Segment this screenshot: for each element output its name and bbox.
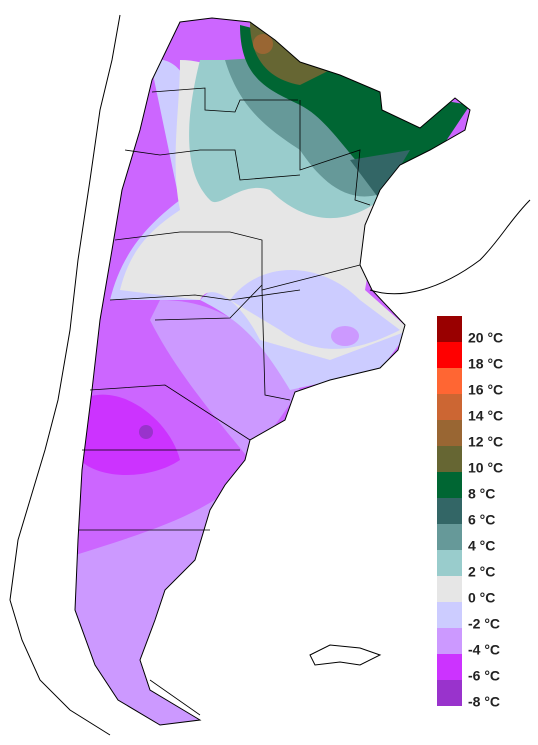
legend-label: 0 °C xyxy=(468,590,495,606)
legend-label: 6 °C xyxy=(468,512,495,528)
legend-swatch xyxy=(437,680,462,706)
legend-label: -6 °C xyxy=(468,668,500,684)
falkland-islands xyxy=(309,644,382,666)
legend-label: 8 °C xyxy=(468,486,495,502)
legend-swatch xyxy=(437,472,462,498)
legend-label: -4 °C xyxy=(468,642,500,658)
legend-label: 4 °C xyxy=(468,538,495,554)
legend-swatch xyxy=(437,654,462,680)
legend-swatch xyxy=(437,576,462,602)
legend-label: -2 °C xyxy=(468,616,500,632)
legend-label: 16 °C xyxy=(468,382,503,398)
chile-border xyxy=(9,14,121,736)
legend-swatch xyxy=(437,342,462,368)
legend-swatch xyxy=(437,368,462,394)
province-borders xyxy=(78,87,371,716)
legend-swatch xyxy=(437,498,462,524)
legend-label: 12 °C xyxy=(468,434,503,450)
legend: 20 °C 18 °C 16 °C 14 °C 12 °C 10 °C 8 °C 6 °C 4 … xyxy=(437,316,503,710)
uruguay-coast xyxy=(369,199,531,295)
legend-label: 14 °C xyxy=(468,408,503,424)
legend-label: 20 °C xyxy=(468,330,503,346)
legend-swatch xyxy=(437,446,462,472)
legend-label: -8 °C xyxy=(468,694,500,710)
legend-swatch xyxy=(437,628,462,654)
legend-swatch xyxy=(437,420,462,446)
legend-label: 10 °C xyxy=(468,460,503,476)
legend-swatch xyxy=(437,316,462,342)
country-outline xyxy=(74,17,471,726)
legend-swatch xyxy=(437,524,462,550)
legend-swatch xyxy=(437,550,462,576)
legend-swatch xyxy=(437,602,462,628)
legend-label: 2 °C xyxy=(468,564,495,580)
legend-label: 18 °C xyxy=(468,356,503,372)
legend-swatch xyxy=(437,394,462,420)
